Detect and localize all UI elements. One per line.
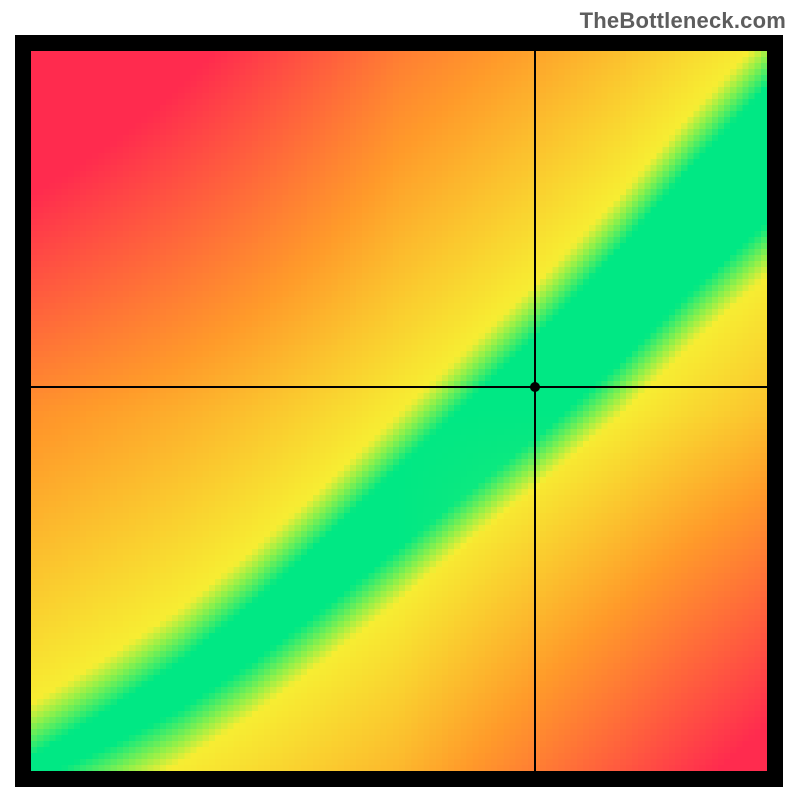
crosshair-horizontal: [31, 386, 767, 388]
watermark-text: TheBottleneck.com: [580, 8, 786, 34]
bottleneck-heatmap: [31, 51, 767, 771]
chart-container: TheBottleneck.com: [0, 0, 800, 800]
crosshair-vertical: [534, 51, 536, 771]
